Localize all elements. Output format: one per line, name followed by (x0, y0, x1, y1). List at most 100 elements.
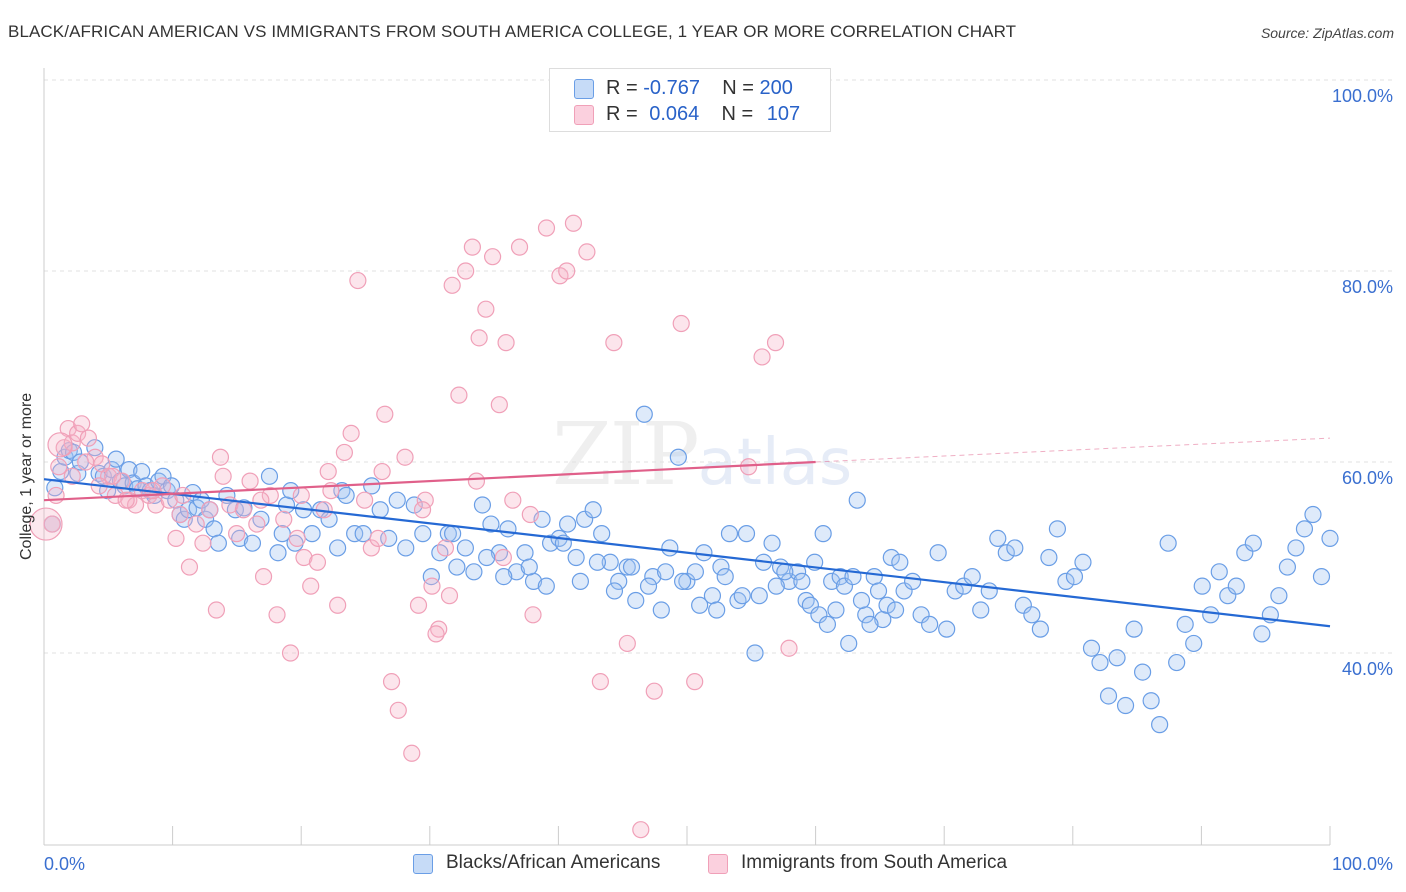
data-point-blacks (414, 525, 432, 543)
data-point-immigrants (605, 334, 623, 352)
data-point-blacks (639, 577, 658, 595)
series-immigrants (29, 214, 798, 839)
data-point-immigrants (440, 587, 459, 605)
y-tick-label: 40.0% (1342, 659, 1393, 679)
data-point-blacks (869, 582, 888, 600)
y-tick-label: 100.0% (1332, 86, 1393, 106)
data-point-blacks (865, 567, 883, 586)
data-point-blacks (196, 510, 215, 528)
data-point-immigrants (564, 214, 583, 232)
n-label: N = (721, 103, 754, 125)
source-credit: Source: ZipAtlas.com (1260, 25, 1394, 41)
r-label: R = (606, 77, 638, 99)
data-point-blacks (499, 520, 517, 538)
watermark-main: ZIP (552, 405, 700, 505)
data-point-blacks (1253, 625, 1271, 643)
data-point-blacks (243, 534, 262, 552)
tick-labels: 40.0% 60.0% 80.0% 100.0% 0.0% 100.0% (44, 86, 1393, 874)
data-point-blacks (478, 548, 496, 567)
data-point-blacks (588, 553, 607, 571)
data-point-blacks (823, 572, 841, 590)
y-tick-label: 60.0% (1342, 468, 1393, 488)
data-point-immigrants (160, 491, 178, 509)
data-point-immigrants (63, 467, 81, 485)
data-point-blacks (584, 501, 602, 519)
data-point-immigrants (739, 458, 758, 476)
data-point-immigrants (47, 432, 73, 458)
data-point-immigrants (497, 334, 515, 352)
data-point-immigrants (319, 462, 337, 481)
data-point-blacks (1168, 653, 1186, 672)
data-point-immigrants (292, 486, 310, 505)
data-point-blacks (622, 558, 641, 576)
data-point-immigrants (234, 501, 252, 519)
data-point-immigrants (373, 462, 391, 481)
data-point-immigrants (450, 386, 468, 404)
data-point-blacks (1074, 553, 1092, 571)
data-point-immigrants (470, 329, 488, 347)
data-point-blacks (1091, 653, 1109, 672)
data-point-blacks (776, 563, 794, 581)
x-tick-label: 100.0% (1332, 854, 1393, 874)
data-point-blacks (388, 491, 406, 509)
data-point-immigrants (275, 510, 293, 528)
data-point-immigrants (180, 558, 199, 576)
data-point-immigrants (362, 539, 380, 557)
data-point-blacks (269, 544, 287, 562)
data-point-immigrants (477, 300, 495, 318)
data-point-immigrants (86, 448, 104, 466)
data-point-blacks (520, 558, 538, 576)
chart-title: BLACK/AFRICAN AMERICAN VS IMMIGRANTS FRO… (8, 22, 1017, 41)
data-point-immigrants (47, 486, 65, 505)
y-tick-label: 80.0% (1342, 277, 1393, 297)
data-point-immigrants (211, 448, 230, 466)
data-point-blacks (746, 644, 764, 662)
data-point-blacks (571, 572, 589, 590)
data-point-blacks (371, 501, 389, 519)
data-point-blacks (593, 525, 611, 543)
data-point-blacks (537, 577, 555, 595)
data-point-blacks (686, 563, 704, 581)
data-point-immigrants (295, 548, 313, 567)
data-point-blacks (763, 534, 781, 552)
data-point-blacks (963, 567, 981, 586)
data-point-blacks (1270, 587, 1288, 605)
data-point-immigrants (248, 515, 266, 533)
data-point-blacks (209, 534, 227, 552)
data-point-immigrants (329, 596, 347, 614)
data-point-blacks (737, 525, 756, 543)
data-point-immigrants (409, 596, 428, 614)
data-point-blacks (831, 567, 849, 586)
data-point-blacks (86, 439, 104, 457)
data-point-blacks (397, 539, 415, 557)
data-point-immigrants (618, 634, 636, 653)
n-label: N = (722, 77, 754, 99)
data-point-blacks (1099, 687, 1118, 705)
data-point-blacks (1151, 716, 1169, 734)
data-point-blacks (1219, 587, 1237, 605)
data-point-immigrants (396, 448, 414, 466)
data-point-immigrants (632, 821, 650, 839)
data-point-immigrants (254, 567, 273, 586)
r-label: R = (606, 103, 638, 125)
data-point-blacks (1006, 539, 1024, 557)
data-point-blacks (627, 591, 645, 610)
data-point-blacks (840, 634, 858, 653)
data-point-blacks (767, 577, 785, 595)
data-point-blacks (1142, 692, 1160, 710)
data-point-blacks (1287, 539, 1305, 557)
data-point-blacks (733, 587, 751, 605)
data-point-immigrants (261, 486, 279, 505)
data-point-blacks (661, 539, 679, 557)
data-point-blacks (1278, 558, 1297, 576)
data-point-blacks (814, 525, 832, 543)
data-point-blacks (605, 582, 624, 600)
data-point-blacks (644, 567, 662, 586)
data-point-blacks (1304, 505, 1322, 524)
axes (43, 68, 1331, 846)
trend-line-immigrants (43, 460, 816, 502)
data-point-immigrants (50, 458, 68, 476)
data-point-blacks (495, 567, 513, 586)
data-point-blacks (282, 482, 300, 500)
